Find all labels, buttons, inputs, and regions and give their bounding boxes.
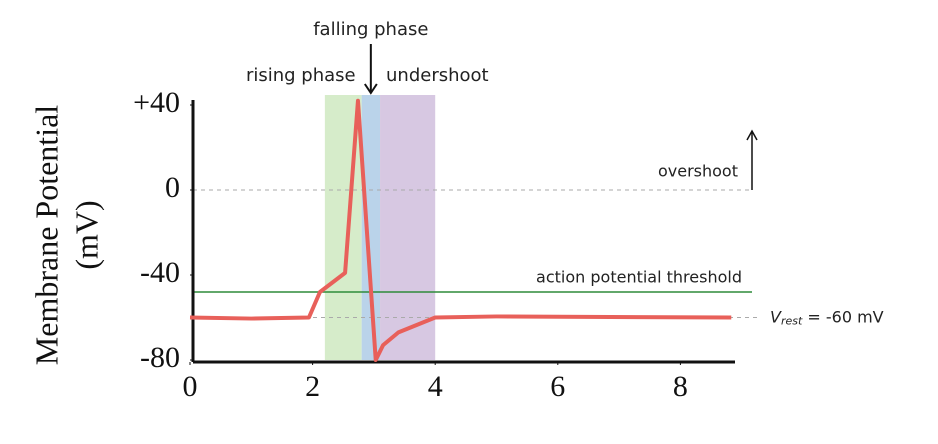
label-suffix: = -60 mV	[802, 307, 883, 326]
y-tick-label: 0	[165, 171, 180, 204]
x-tick-label: 6	[550, 370, 565, 403]
x-tick-label: 4	[428, 370, 443, 403]
label-subscript: rest	[781, 315, 803, 328]
x-tick-label: 0	[183, 370, 198, 403]
region-label: undershoot	[386, 65, 489, 86]
arrow-head	[364, 83, 378, 95]
y-label-line: (mV)	[68, 200, 104, 269]
y-axis-label: Membrane Potential (mV)	[28, 105, 104, 365]
region-label: rising phase	[246, 65, 356, 86]
membrane-potential-line	[189, 98, 732, 362]
phase-region	[380, 95, 436, 360]
reference-label: action potential threshold	[536, 268, 742, 287]
x-tick-label: 8	[673, 370, 688, 403]
label-main: V	[770, 307, 782, 326]
y-tick-label: +40	[133, 86, 180, 119]
y-label-line: Membrane Potential	[28, 105, 64, 365]
x-tick-label: 2	[305, 370, 320, 403]
reference-label: overshoot	[658, 162, 738, 181]
region-label: falling phase	[313, 19, 428, 40]
phase-region	[361, 95, 381, 360]
y-tick-label: -80	[140, 341, 180, 374]
arrow-head	[746, 129, 758, 141]
y-tick-label: -40	[140, 256, 180, 289]
reference-label: Vrest = -60 mV	[770, 307, 884, 328]
